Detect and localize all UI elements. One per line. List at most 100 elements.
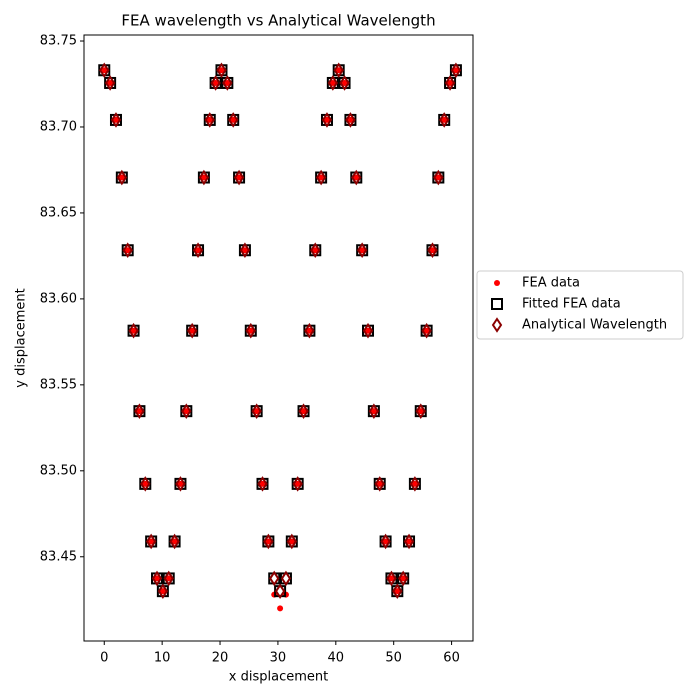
point	[376, 480, 383, 487]
point	[175, 476, 186, 492]
point	[110, 112, 122, 128]
point	[169, 533, 180, 550]
point	[435, 174, 442, 181]
point	[351, 169, 362, 186]
point	[286, 533, 298, 550]
point	[491, 298, 503, 310]
plot-area	[98, 62, 462, 612]
plot-frame	[83, 34, 474, 642]
point	[265, 538, 272, 545]
point	[118, 174, 125, 181]
point	[171, 538, 178, 545]
point	[218, 67, 225, 74]
point	[101, 67, 108, 74]
point	[140, 476, 151, 492]
point	[177, 480, 184, 487]
x-tick-label: 30	[270, 651, 287, 666]
point	[222, 75, 233, 91]
legend-label: Analytical Wavelength	[522, 318, 667, 333]
point	[128, 322, 139, 339]
point	[151, 570, 163, 587]
point	[362, 322, 374, 339]
point	[406, 538, 413, 545]
point	[394, 588, 401, 595]
point	[200, 174, 207, 181]
point	[421, 322, 432, 339]
point	[206, 116, 213, 123]
point	[327, 75, 339, 91]
point	[365, 327, 372, 334]
point	[491, 317, 503, 333]
point	[124, 247, 131, 254]
y-tick-label: 83.75	[40, 34, 77, 49]
x-tick-label: 10	[154, 651, 171, 666]
point	[292, 476, 303, 492]
point	[444, 75, 456, 91]
point	[388, 575, 395, 582]
point	[145, 533, 157, 550]
point	[116, 169, 128, 186]
point	[251, 403, 262, 419]
point	[259, 480, 266, 487]
point	[329, 79, 336, 86]
point	[447, 79, 454, 86]
y-tick-label: 83.70	[40, 119, 77, 134]
point	[403, 533, 415, 550]
point	[216, 62, 227, 79]
point	[224, 79, 231, 86]
point	[253, 408, 260, 415]
point	[154, 575, 161, 582]
point	[277, 605, 284, 612]
point	[335, 67, 342, 74]
point	[429, 247, 436, 254]
legend-box	[476, 270, 684, 340]
point	[298, 403, 309, 419]
point	[450, 62, 462, 79]
point	[288, 538, 295, 545]
point	[195, 247, 202, 254]
point	[212, 79, 219, 86]
point	[130, 327, 137, 334]
point	[230, 116, 237, 123]
point	[181, 403, 192, 419]
point	[423, 327, 430, 334]
y-tick-label: 83.50	[40, 463, 77, 478]
point	[417, 408, 424, 415]
point	[186, 322, 198, 339]
point	[192, 242, 204, 259]
point	[294, 480, 301, 487]
point	[409, 476, 421, 492]
y-tick-label: 83.65	[40, 205, 77, 220]
legend-label: Fitted FEA data	[522, 297, 621, 312]
point	[165, 575, 172, 582]
point	[310, 242, 321, 259]
point	[142, 480, 149, 487]
point	[321, 112, 333, 128]
point	[341, 79, 348, 86]
x-tick-label: 60	[443, 651, 460, 666]
point	[263, 533, 274, 550]
point	[245, 322, 256, 339]
point	[345, 112, 356, 128]
point	[380, 533, 391, 550]
point	[368, 403, 380, 419]
point	[304, 322, 315, 339]
point	[241, 247, 248, 254]
point	[359, 247, 366, 254]
point	[157, 583, 169, 599]
point	[347, 116, 354, 123]
point	[183, 408, 190, 415]
y-tick-label: 83.55	[40, 377, 77, 392]
point	[318, 174, 325, 181]
point	[163, 570, 174, 587]
point	[427, 242, 438, 259]
point	[239, 242, 251, 259]
point	[236, 174, 243, 181]
point	[148, 538, 155, 545]
legend: FEA data Fitted FEA data Analytical Wavele…	[476, 270, 684, 340]
point	[370, 408, 377, 415]
y-axis-label: y displacement	[14, 288, 29, 387]
point	[269, 570, 280, 587]
point	[204, 112, 215, 128]
point	[99, 62, 110, 79]
